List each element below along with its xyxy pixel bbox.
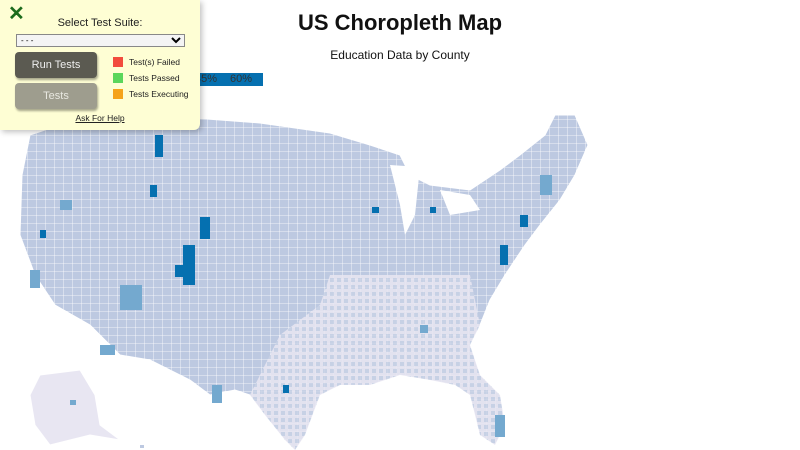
- legend-cell: 60%: [228, 73, 263, 86]
- legend-cell: 45%: [193, 73, 228, 86]
- passed-swatch-icon: [113, 73, 123, 83]
- select-test-suite-label: Select Test Suite:: [57, 17, 143, 29]
- us-county-map[interactable]: [0, 95, 800, 450]
- test-suite-panel: ✕ Select Test Suite: - - - Run Tests Tes…: [0, 0, 200, 130]
- alaska: [29, 369, 121, 446]
- status-failed: Test(s) Failed: [113, 57, 180, 67]
- failed-swatch-icon: [113, 57, 123, 67]
- page-title: US Choropleth Map: [297, 10, 503, 35]
- tests-button[interactable]: Tests: [15, 83, 97, 109]
- close-icon[interactable]: ✕: [8, 3, 25, 25]
- status-passed: Tests Passed: [113, 73, 180, 83]
- run-tests-button[interactable]: Run Tests: [15, 52, 97, 78]
- ask-for-help-link[interactable]: Ask For Help: [75, 113, 125, 123]
- page-subtitle: Education Data by County: [330, 48, 470, 62]
- executing-swatch-icon: [113, 89, 123, 99]
- status-executing: Tests Executing: [113, 89, 189, 99]
- test-suite-select[interactable]: - - -: [16, 34, 185, 47]
